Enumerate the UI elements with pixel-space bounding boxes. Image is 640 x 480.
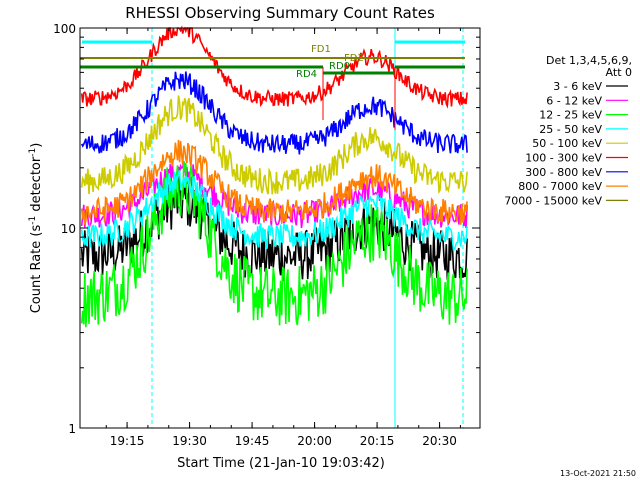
legend-header: Det 1,3,4,5,6,9, bbox=[546, 54, 632, 67]
legend-label: 300 - 800 keV bbox=[525, 166, 602, 179]
annotation-label: RD0 bbox=[329, 61, 350, 72]
y-tick-label: 1 bbox=[68, 422, 76, 436]
x-tick-label: 20:30 bbox=[422, 434, 457, 448]
series-line-3 bbox=[80, 170, 468, 251]
x-tick-label: 19:45 bbox=[235, 434, 270, 448]
series-line-7 bbox=[80, 139, 468, 226]
annotation-label: RD4 bbox=[296, 69, 317, 80]
legend-label: 3 - 6 keV bbox=[553, 80, 602, 93]
y-tick-label: 100 bbox=[53, 22, 76, 36]
chart-title: RHESSI Observing Summary Count Rates bbox=[125, 4, 435, 22]
y-tick-label: 10 bbox=[61, 222, 76, 236]
timestamp: 13-Oct-2021 21:50 bbox=[560, 469, 636, 478]
legend-label: 800 - 7000 keV bbox=[518, 180, 602, 193]
x-tick-label: 19:30 bbox=[172, 434, 207, 448]
legend-label: 12 - 25 keV bbox=[539, 109, 602, 122]
legend-label: 100 - 300 keV bbox=[525, 152, 602, 165]
x-tick-label: 20:15 bbox=[360, 434, 395, 448]
legend-label: 6 - 12 keV bbox=[546, 94, 602, 107]
legend-label: 7000 - 15000 keV bbox=[504, 194, 602, 207]
x-axis-label: Start Time (21-Jan-10 19:03:42) bbox=[177, 456, 385, 471]
series-line-6 bbox=[80, 71, 468, 155]
x-tick-label: 19:15 bbox=[110, 434, 145, 448]
annotation-label: FD1 bbox=[311, 44, 331, 55]
x-tick-label: 20:00 bbox=[297, 434, 332, 448]
legend-header: Att 0 bbox=[606, 66, 632, 79]
series-line-4 bbox=[80, 95, 468, 195]
series-line-0 bbox=[80, 176, 468, 284]
annotation-label: FD2 bbox=[344, 53, 364, 64]
legend-label: 25 - 50 keV bbox=[539, 123, 602, 136]
legend-label: 50 - 100 keV bbox=[532, 137, 602, 150]
series-line-2 bbox=[80, 160, 468, 328]
axes: 19:15 19:30 19:45 20:00 20:15 20:30 1 10 100 bbox=[53, 22, 480, 448]
y-axis-label: Count Rate (s-1 detector-1) bbox=[28, 143, 44, 314]
